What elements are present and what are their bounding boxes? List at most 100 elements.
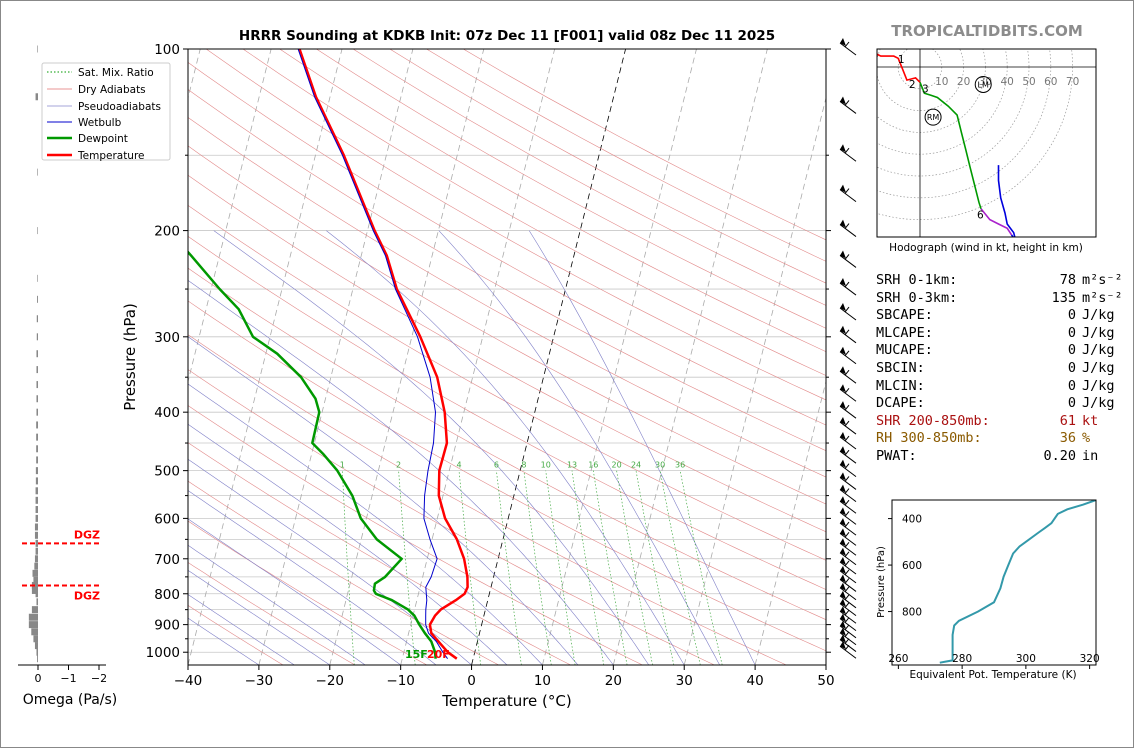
stat-row: MLCAPE: 0 J/kg <box>876 325 1123 343</box>
pseudoadiabat <box>188 383 543 665</box>
wind-barb <box>839 606 857 624</box>
mixing-ratio-label: 36 <box>675 461 685 470</box>
storm-motion-marker <box>924 108 942 126</box>
hodograph-ring-label: 50 <box>1022 76 1035 88</box>
stat-unit: J/kg <box>1082 342 1115 359</box>
dry-adiabat <box>206 49 826 401</box>
isotherm <box>754 379 826 665</box>
stat-value: 135 <box>1051 289 1076 306</box>
theta-e-panel: 260 280 300 320 400 600 800 Equivalent Pot. Te… <box>876 499 1100 681</box>
mixing-ratio-line <box>341 470 355 665</box>
dry-adiabat <box>188 334 787 665</box>
wind-barb <box>839 325 857 344</box>
theta-y-tick-label: 600 <box>902 560 922 572</box>
omega-bar <box>36 333 38 341</box>
omega-bar <box>36 315 38 323</box>
dry-adiabat <box>316 49 826 329</box>
stat-value: 78 <box>1059 272 1076 288</box>
mixing-ratio-line <box>458 470 482 665</box>
hodograph-segment <box>980 208 1013 236</box>
isotherm <box>188 49 343 665</box>
stat-value: 0 <box>1067 359 1076 376</box>
y-tick-label: 800 <box>154 587 180 603</box>
stat-unit: kt <box>1082 412 1099 429</box>
hodograph-ring-label: 70 <box>1066 76 1079 88</box>
wind-barb <box>839 547 857 566</box>
dry-adiabat <box>188 117 826 478</box>
omega-tick-label: −2 <box>91 672 107 685</box>
mixing-ratio-label: 1 <box>340 461 345 470</box>
surface-temperature-label: 20F <box>427 648 450 661</box>
y-tick-label: 900 <box>154 618 180 634</box>
stat-label: SRH 0-1km: <box>876 272 958 288</box>
isotherm <box>471 49 626 665</box>
pseudoadiabat <box>528 230 756 665</box>
wind-barb <box>839 96 857 114</box>
surface-dewpoint-label: 15F <box>405 648 428 661</box>
x-tick-label: 10 <box>534 673 551 689</box>
dgz-label: DGZ <box>74 589 100 602</box>
surface-labels: 15F 20F <box>405 648 450 661</box>
stat-unit: in <box>1082 447 1099 464</box>
brand-watermark: TROPICALTIDBITS.COM <box>891 22 1083 40</box>
stat-unit: J/kg <box>1082 359 1115 376</box>
omega-bar <box>35 514 38 522</box>
y-tick-label: 1000 <box>146 645 180 661</box>
dry-adiabat <box>188 235 826 590</box>
mixing-ratio-line <box>398 470 416 665</box>
dry-adiabat <box>188 480 499 665</box>
wind-barb <box>839 613 857 632</box>
y-tick-label: 300 <box>154 330 180 346</box>
hodograph-segment <box>877 53 921 83</box>
stat-unit: m²s⁻² <box>1082 289 1123 306</box>
x-tick-label: −10 <box>386 673 415 689</box>
stat-label: SRH 0-3km: <box>876 289 958 306</box>
omega-bar <box>36 445 38 453</box>
theta-x-tick-label: 300 <box>1016 653 1036 665</box>
theta-y-tick-label: 400 <box>902 514 922 526</box>
hodograph-rings: 10 20 30 40 50 60 70 <box>877 49 1096 237</box>
stat-row: SHR 200-850mb: 61 kt <box>876 413 1123 431</box>
stat-row: PWAT: 0.20 in <box>876 448 1123 466</box>
storm-motion-label: LM <box>978 80 989 89</box>
stat-label: SBCIN: <box>876 359 925 376</box>
isotherm <box>258 49 414 665</box>
wind-barb <box>839 598 857 617</box>
omega-bar <box>36 598 38 606</box>
omega-bar <box>37 295 38 303</box>
wind-barb <box>839 366 857 384</box>
pseudoadiabat <box>188 458 472 665</box>
x-tick-label: 40 <box>747 673 764 689</box>
skewt-xlabel: Temperature (°C) <box>441 692 571 710</box>
wind-barb <box>839 574 857 592</box>
omega-bar <box>35 547 38 555</box>
stat-unit: J/kg <box>1082 395 1115 412</box>
sounding-stats: SRH 0-1km: 78 m²s⁻² SRH 0-3km: 135 m²s⁻² SBCAP… <box>876 272 1123 466</box>
dgz-markers: DGZ DGZ <box>22 528 100 602</box>
stat-label: MUCAPE: <box>876 342 933 359</box>
omega-bar <box>36 350 38 358</box>
omega-ticks: 0 −1 −2 <box>35 665 107 685</box>
skewt-legend: Sat. Mix. Ratio Dry Adiabats Pseudoadiab… <box>41 62 171 162</box>
omega-bar <box>33 635 38 643</box>
stat-unit: J/kg <box>1082 377 1115 394</box>
omega-bar <box>34 523 38 531</box>
omega-bar <box>32 569 38 577</box>
hodograph-ring-label: 20 <box>957 76 970 88</box>
dgz-label: DGZ <box>74 528 100 541</box>
dry-adiabat <box>188 174 826 533</box>
storm-motion-label: RM <box>927 113 940 122</box>
stat-row: MLCIN: 0 J/kg <box>876 378 1123 396</box>
hodograph-height-label: 2 <box>909 79 916 91</box>
stat-unit: J/kg <box>1082 307 1115 324</box>
omega-bar <box>37 227 38 235</box>
mixing-ratio-line <box>616 470 653 665</box>
skewt-background-lines: 1 2 4 6 8 10 13 16 20 24 30 36 <box>188 49 826 665</box>
omega-bar <box>35 496 38 504</box>
pseudoadiabat <box>188 423 508 665</box>
wind-barb <box>839 219 857 237</box>
omega-bar <box>36 381 38 389</box>
